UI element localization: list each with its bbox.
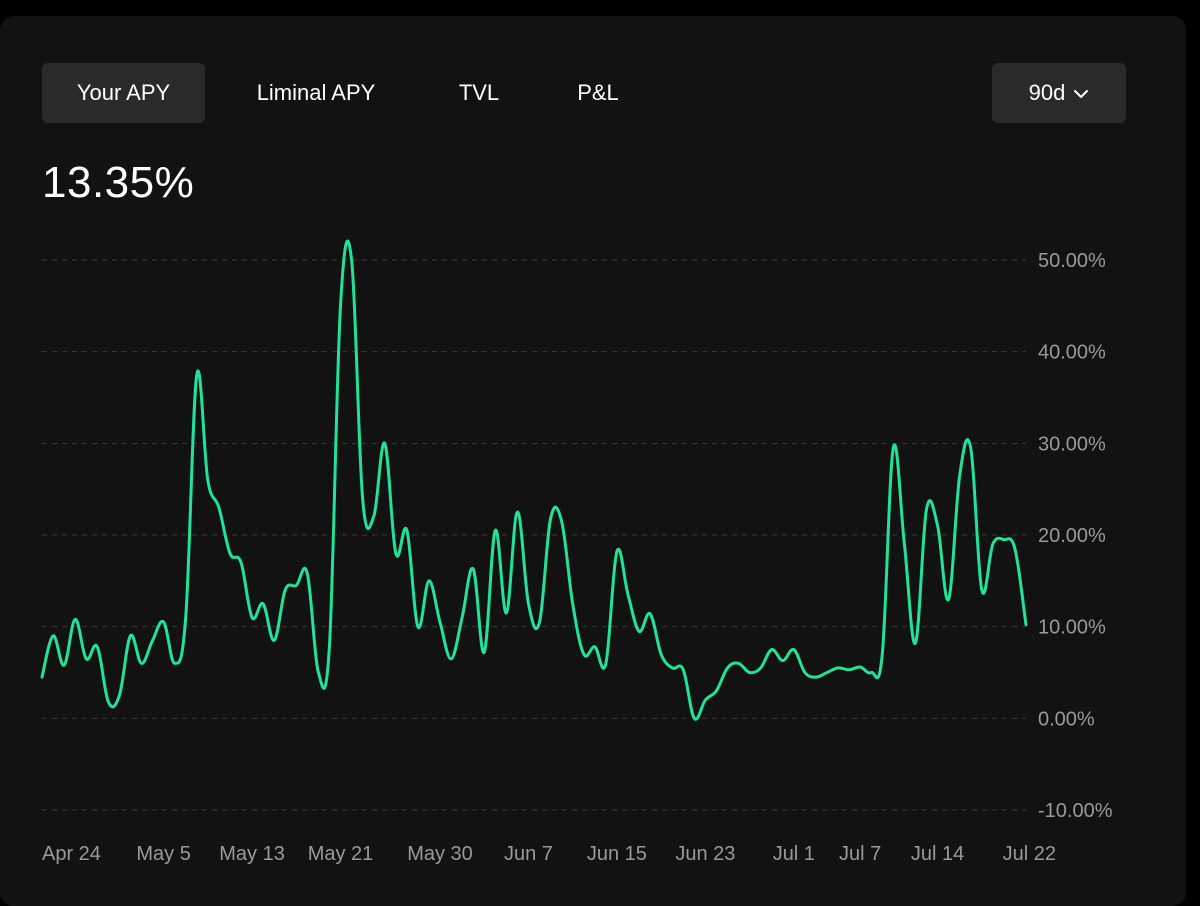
y-tick-label: 10.00% [1038, 617, 1106, 639]
chart-card [0, 16, 1186, 906]
x-tick-label: Jul 7 [839, 843, 881, 865]
y-tick-label: 20.00% [1038, 525, 1106, 547]
x-tick-label: Jul 14 [911, 843, 964, 865]
range-dropdown[interactable]: 90d [992, 63, 1126, 123]
y-tick-label: 30.00% [1038, 433, 1106, 455]
y-tick-label: -10.00% [1038, 800, 1113, 822]
tab-liminal-apy[interactable]: Liminal APY [256, 80, 376, 105]
x-tick-label: May 13 [219, 843, 285, 865]
current-apy-value: 13.35% [42, 158, 195, 207]
tab-tvl[interactable]: TVL [458, 80, 500, 105]
x-tick-label: Apr 24 [42, 843, 101, 865]
x-tick-label: Jun 15 [587, 843, 647, 865]
chevron-down-icon [1074, 90, 1089, 99]
y-tick-label: 50.00% [1038, 250, 1106, 272]
x-tick-label: May 30 [407, 843, 473, 865]
x-axis-labels: Apr 24 May 5 May 13 May 21 May 30 Jun 7 Jun 15… [42, 843, 1056, 865]
range-label: 90d [1028, 80, 1066, 105]
x-tick-label: Jul 22 [1003, 843, 1056, 865]
x-tick-label: Jul 1 [773, 843, 815, 865]
tab-pnl[interactable]: P&L [577, 80, 619, 105]
apy-series-line [40, 239, 1028, 721]
y-tick-label: 0.00% [1038, 708, 1095, 730]
y-axis-labels: 50.00% 40.00% 30.00% 20.00% 10.00% 0.00% -10.0… [1038, 250, 1113, 822]
x-tick-label: May 5 [136, 843, 190, 865]
tab-your-apy[interactable]: Your APY [42, 63, 205, 123]
x-tick-label: Jun 23 [675, 843, 735, 865]
x-tick-label: May 21 [308, 843, 374, 865]
x-tick-label: Jun 7 [504, 843, 553, 865]
y-tick-label: 40.00% [1038, 342, 1106, 364]
